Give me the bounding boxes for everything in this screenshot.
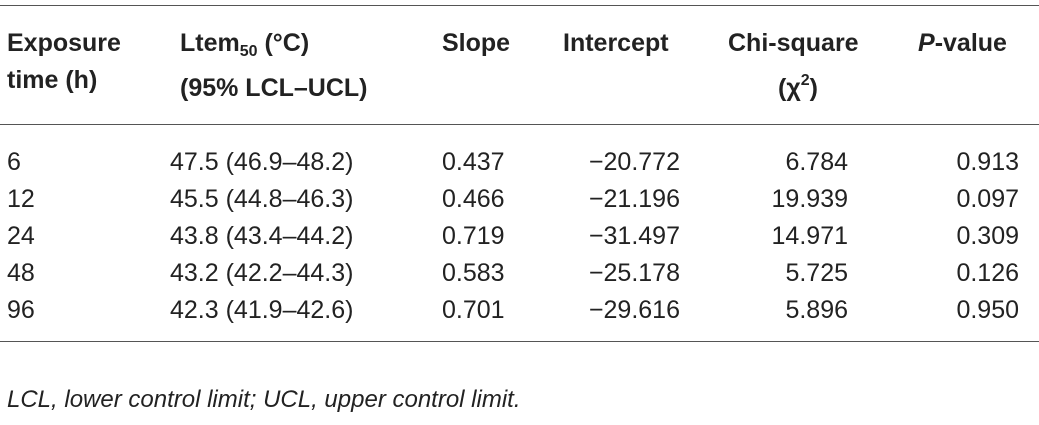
cell-chi-square: 14.971	[771, 222, 848, 250]
cell-slope: 0.466	[442, 185, 505, 213]
header-ltem-base: Ltem	[180, 29, 240, 57]
table-row: 96 42.3 (41.9–42.6) 0.701 −29.616 5.896 …	[0, 292, 1039, 342]
cell-exposure: 48	[7, 259, 35, 287]
header-intercept-label: Intercept	[563, 29, 669, 57]
cell-slope: 0.719	[442, 222, 505, 250]
header-ltem50: Ltem50 (°C) (95% LCL–UCL)	[165, 6, 425, 125]
cell-intercept: −20.772	[588, 148, 680, 176]
header-slope: Slope	[425, 6, 541, 125]
cell-intercept: −25.178	[588, 259, 680, 287]
header-ltem-unit: (°C)	[257, 29, 310, 57]
table-body: 6 47.5 (46.9–48.2) 0.437 −20.772 6.784 0…	[0, 125, 1039, 342]
cell-chi-square: 5.725	[785, 259, 848, 287]
cell-ltem50: 45.5 (44.8–46.3)	[170, 185, 354, 213]
cell-chi-square: 5.896	[785, 296, 848, 324]
cell-intercept: −31.497	[588, 222, 680, 250]
table-row: 6 47.5 (46.9–48.2) 0.437 −20.772 6.784 0…	[0, 125, 1039, 182]
cell-p-value: 0.126	[956, 259, 1019, 287]
cell-chi-square: 19.939	[771, 185, 848, 213]
cell-ltem50: 43.2 (42.2–44.3)	[170, 259, 354, 287]
header-chi-open: (χ	[778, 74, 801, 102]
header-chi-line1: Chi-square	[728, 29, 859, 57]
header-exposure-line2: time (h)	[7, 66, 98, 94]
header-row: Exposure time (h) Ltem50 (°C) (95% LCL–U…	[0, 5, 1039, 125]
header-exposure-time: Exposure time (h)	[0, 6, 165, 125]
cell-slope: 0.437	[442, 148, 505, 176]
cell-p-value: 0.913	[956, 148, 1019, 176]
header-p-italic: P	[918, 29, 935, 57]
cell-ltem50: 42.3 (41.9–42.6)	[170, 296, 354, 324]
cell-chi-square: 6.784	[785, 148, 848, 176]
cell-p-value: 0.097	[956, 185, 1019, 213]
results-table: Exposure time (h) Ltem50 (°C) (95% LCL–U…	[0, 5, 1039, 342]
header-ltem-subscript: 50	[239, 43, 258, 60]
header-intercept: Intercept	[541, 6, 693, 125]
cell-exposure: 24	[7, 222, 35, 250]
header-exposure-line1: Exposure	[7, 29, 121, 57]
header-chi-close: )	[809, 74, 818, 102]
table-header: Exposure time (h) Ltem50 (°C) (95% LCL–U…	[0, 5, 1039, 125]
cell-intercept: −29.616	[588, 296, 680, 324]
cell-intercept: −21.196	[588, 185, 680, 213]
cell-slope: 0.701	[442, 296, 505, 324]
header-p-rest: -value	[934, 29, 1007, 57]
cell-p-value: 0.309	[956, 222, 1019, 250]
header-p-value: P-value	[883, 6, 1039, 125]
cell-exposure: 96	[7, 296, 35, 324]
cell-exposure: 12	[7, 185, 35, 213]
table-footnote: LCL, lower control limit; UCL, upper con…	[7, 386, 521, 413]
cell-ltem50: 47.5 (46.9–48.2)	[170, 148, 354, 176]
header-chi-sup: 2	[800, 72, 810, 89]
table-row: 24 43.8 (43.4–44.2) 0.719 −31.497 14.971…	[0, 218, 1039, 255]
table-row: 48 43.2 (42.2–44.3) 0.583 −25.178 5.725 …	[0, 255, 1039, 292]
cell-slope: 0.583	[442, 259, 505, 287]
table-row: 12 45.5 (44.8–46.3) 0.466 −21.196 19.939…	[0, 181, 1039, 218]
cell-exposure: 6	[7, 148, 21, 176]
header-ltem-ci: (95% LCL–UCL)	[180, 74, 368, 102]
cell-p-value: 0.950	[956, 296, 1019, 324]
header-chi-symbol: (χ2)	[728, 72, 818, 102]
cell-ltem50: 43.8 (43.4–44.2)	[170, 222, 354, 250]
header-chi-square: Chi-square (χ2)	[693, 6, 883, 125]
header-slope-label: Slope	[442, 29, 511, 57]
